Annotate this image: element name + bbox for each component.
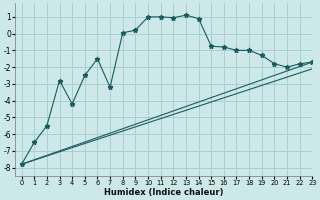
X-axis label: Humidex (Indice chaleur): Humidex (Indice chaleur) bbox=[104, 188, 224, 197]
